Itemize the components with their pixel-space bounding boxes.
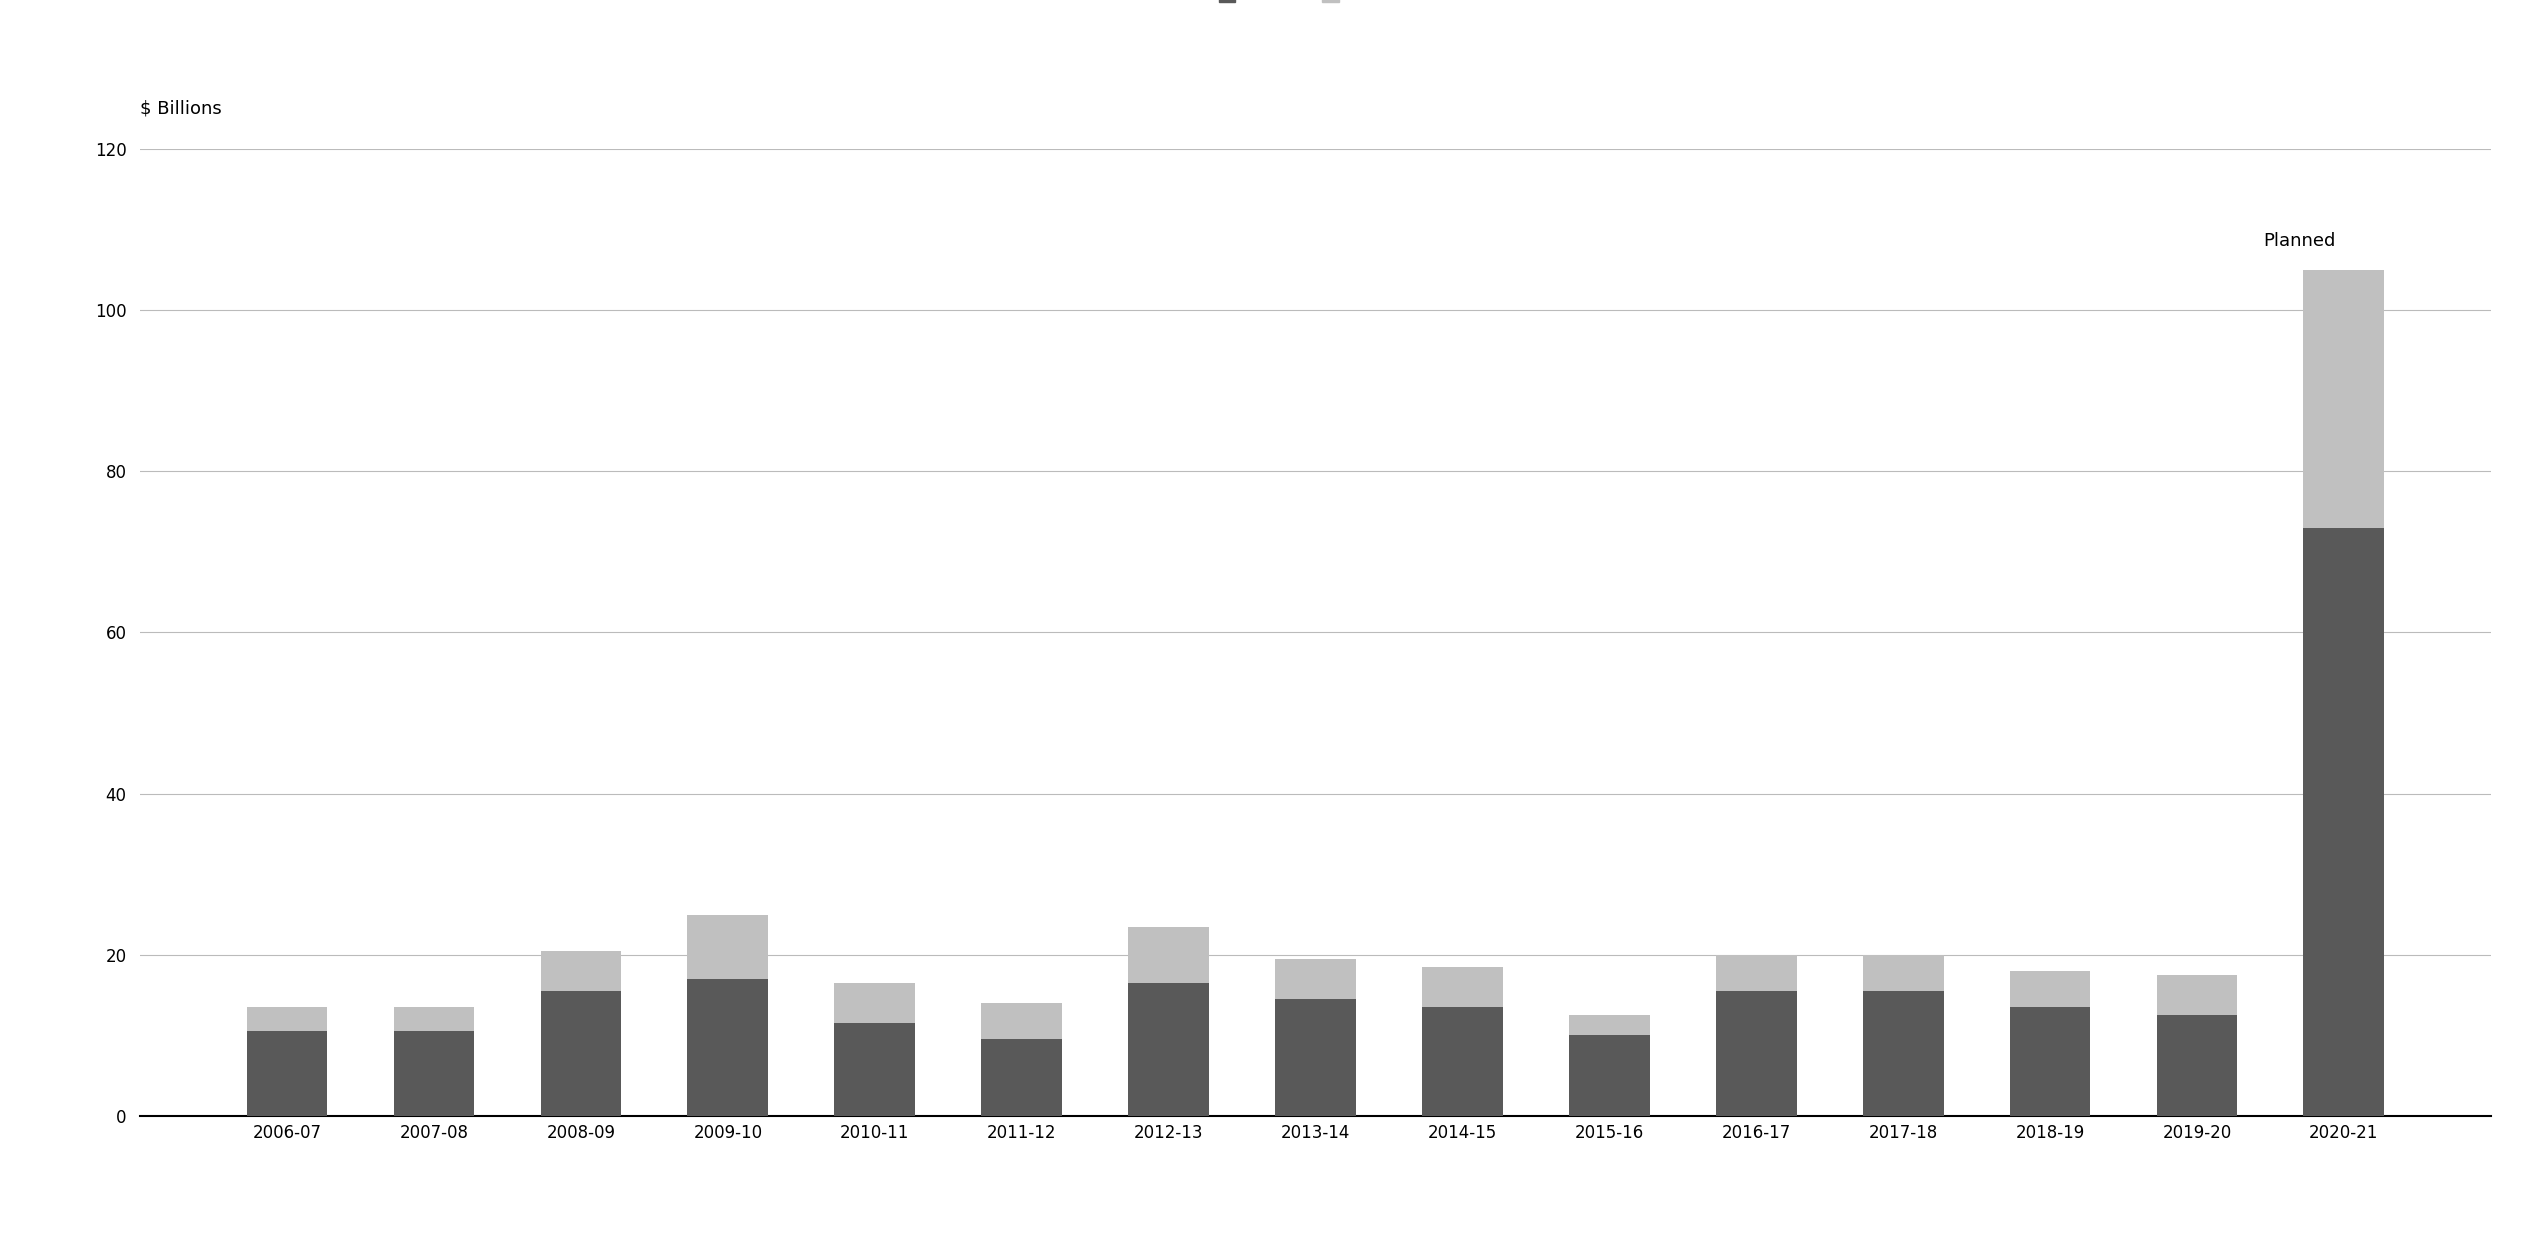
Bar: [1421, 967, 1502, 1007]
Bar: [2156, 975, 2237, 1016]
Bar: [1421, 1007, 1502, 1116]
Bar: [1863, 991, 1945, 1116]
Bar: [981, 1003, 1063, 1039]
Bar: [247, 1032, 328, 1116]
Bar: [2303, 270, 2384, 528]
Bar: [394, 1032, 475, 1116]
Bar: [834, 1023, 915, 1116]
Bar: [1568, 1016, 1650, 1035]
Bar: [247, 1007, 328, 1032]
Bar: [541, 991, 620, 1116]
Bar: [1863, 955, 1945, 991]
Bar: [2303, 528, 2384, 1116]
Bar: [834, 983, 915, 1023]
Bar: [981, 1039, 1063, 1116]
Bar: [2011, 1007, 2090, 1116]
Bar: [541, 951, 620, 991]
Bar: [686, 980, 768, 1116]
Bar: [1716, 991, 1797, 1116]
Bar: [1568, 1035, 1650, 1116]
Bar: [2156, 1016, 2237, 1116]
Text: $ Billions: $ Billions: [140, 99, 221, 118]
Text: Planned: Planned: [2262, 232, 2336, 249]
Legend: 10-Year, 30-Year: 10-Year, 30-Year: [1215, 0, 1416, 7]
Bar: [1129, 983, 1210, 1116]
Bar: [2011, 971, 2090, 1007]
Bar: [1276, 999, 1355, 1116]
Bar: [1276, 959, 1355, 999]
Bar: [394, 1007, 475, 1032]
Bar: [1129, 926, 1210, 983]
Bar: [1716, 955, 1797, 991]
Bar: [686, 915, 768, 980]
